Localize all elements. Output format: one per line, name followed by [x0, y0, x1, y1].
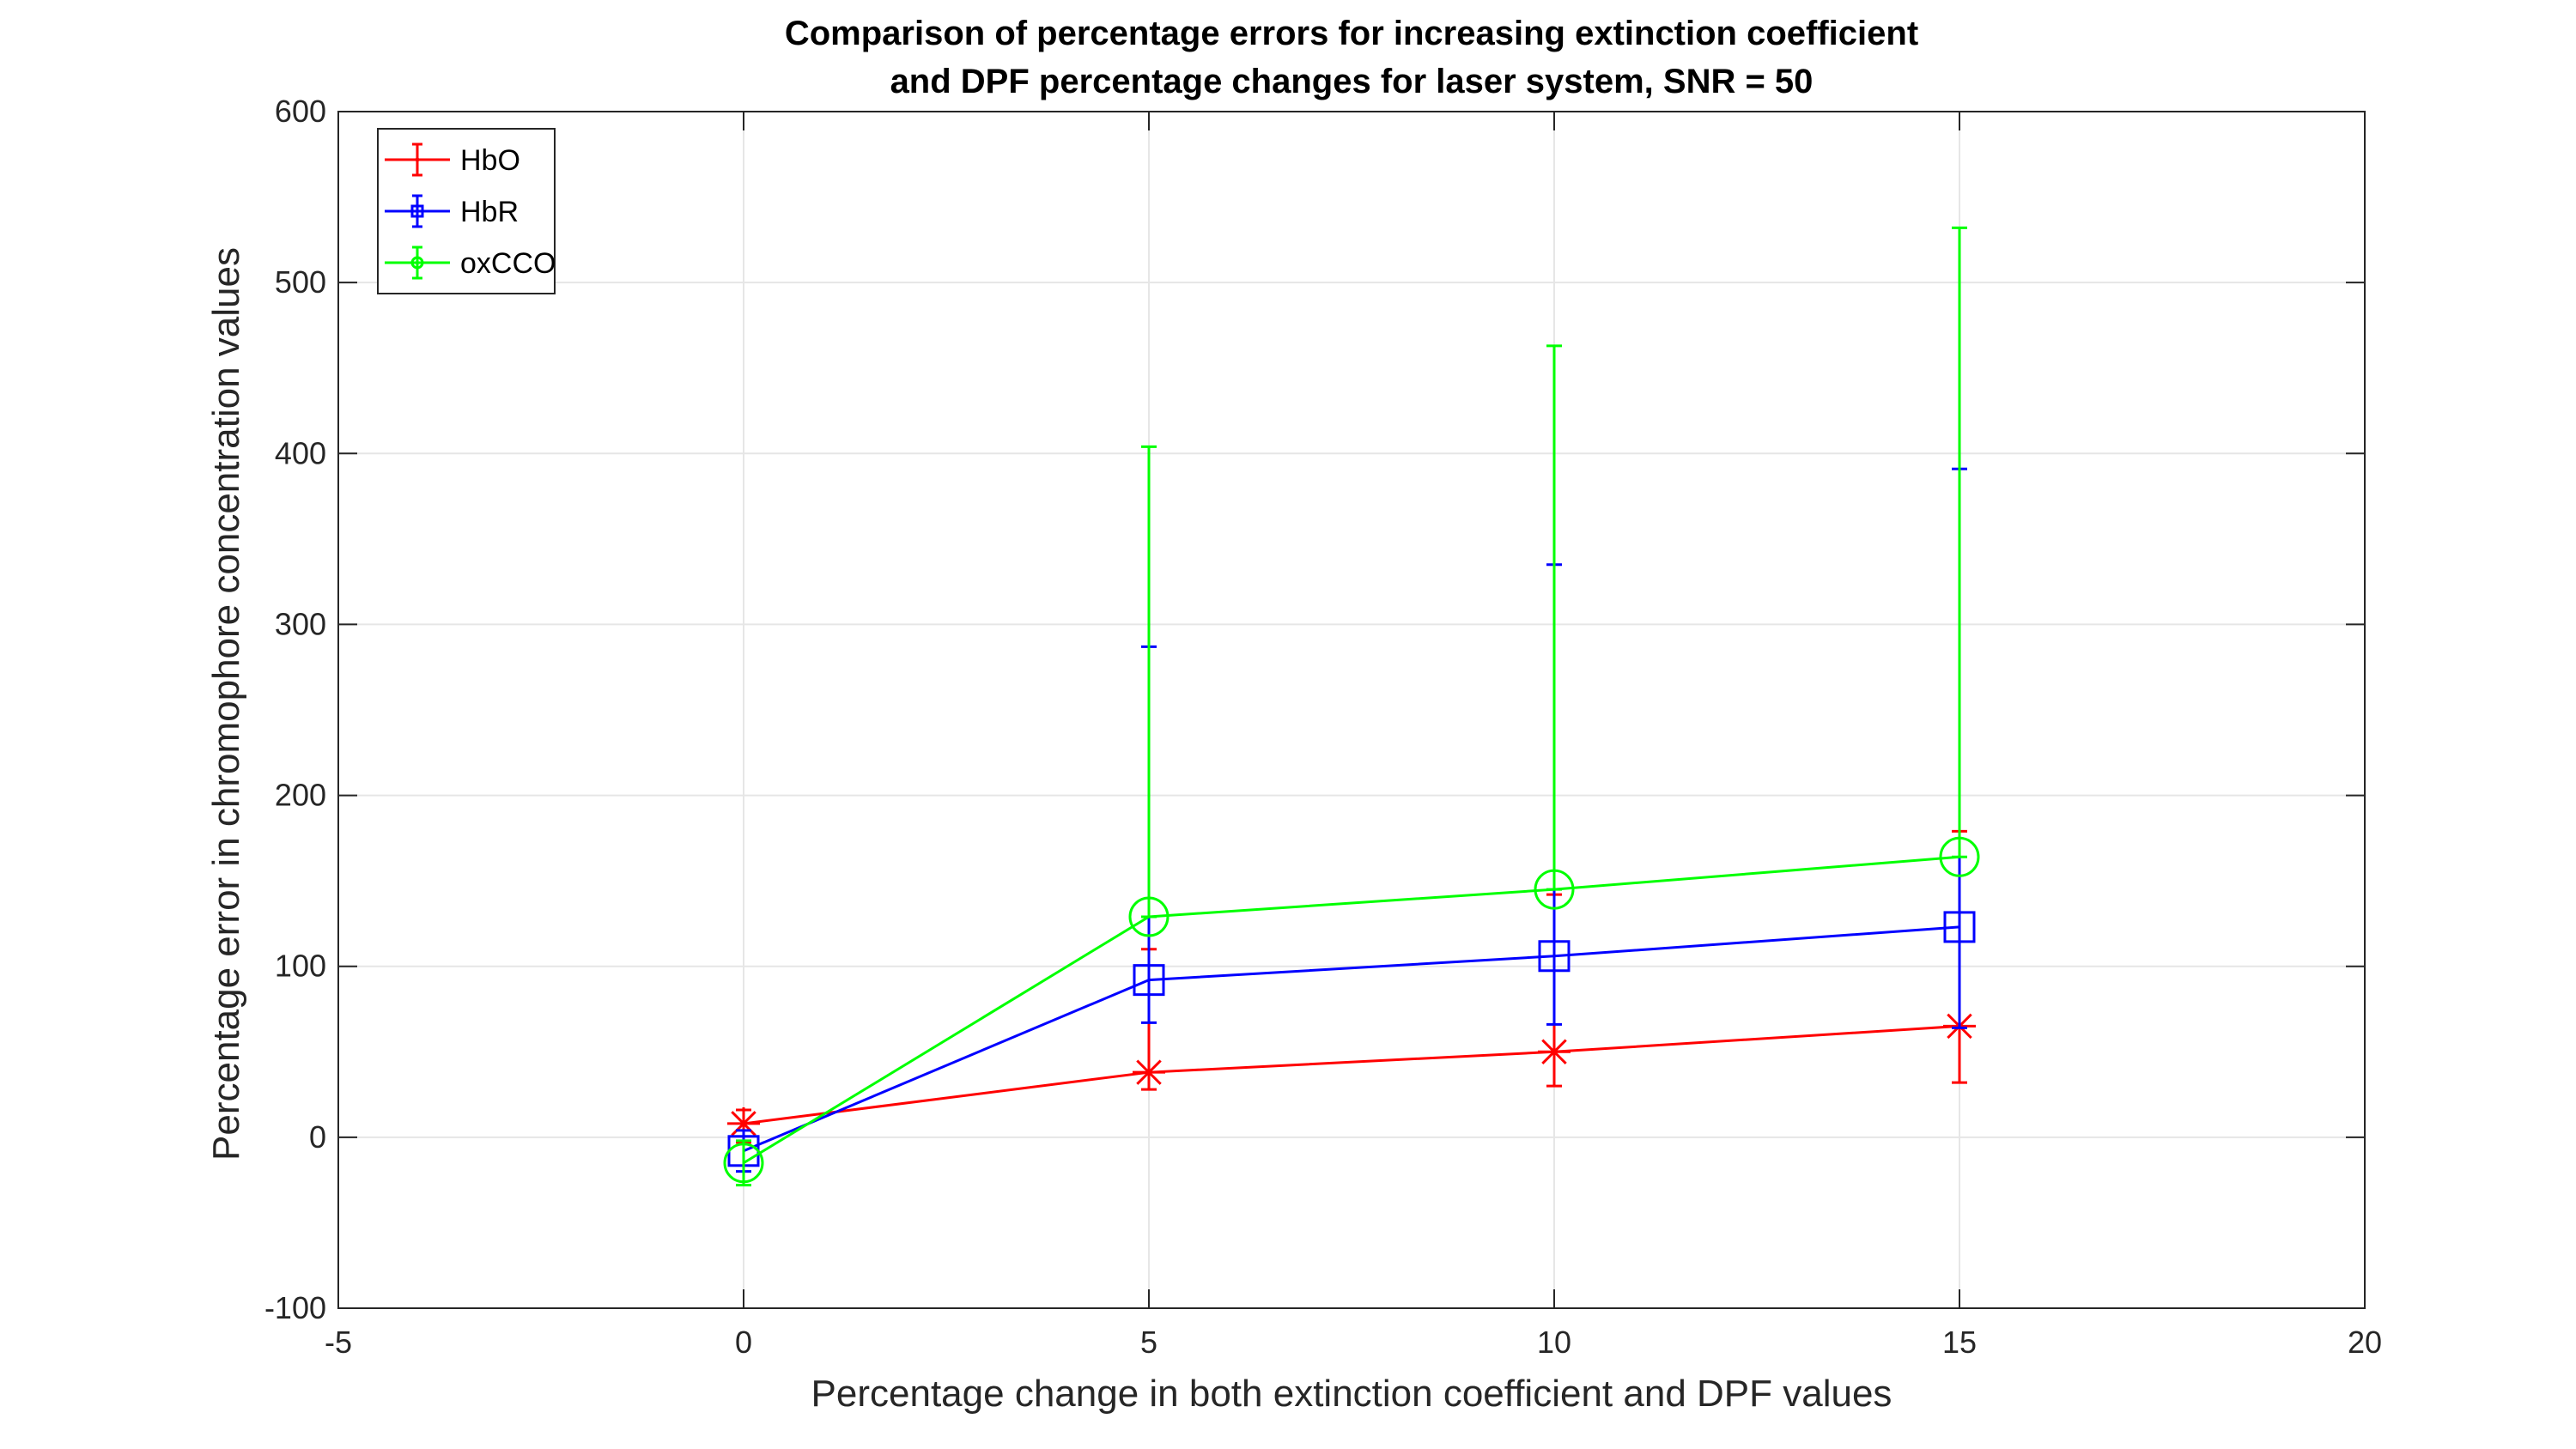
hbo-point — [1133, 1056, 1165, 1089]
hbo-point — [1538, 1035, 1571, 1069]
x-tick-label: 20 — [2348, 1325, 2382, 1360]
y-tick-label: 100 — [275, 949, 326, 984]
legend-item-hbo: HbO — [385, 142, 520, 177]
oxcco-point — [1534, 869, 1575, 910]
x-tick-label: 10 — [1537, 1325, 1571, 1360]
series-group — [723, 226, 1980, 1187]
marker-stroke — [731, 1111, 756, 1137]
hbo-line — [743, 1024, 1960, 1125]
oxcco-point — [723, 1143, 764, 1184]
legend-label: HbO — [460, 144, 520, 177]
x-tick-label: -5 — [325, 1325, 352, 1360]
hbr-line — [743, 925, 1960, 1153]
legend-item-oxcco: oxCCO — [385, 246, 556, 280]
plot-area — [337, 111, 2366, 1309]
hbr-point — [1943, 911, 1976, 943]
legend-label: HbR — [460, 196, 519, 228]
legend-marker — [410, 204, 424, 218]
legend-marker — [410, 256, 424, 270]
x-tick-label: 0 — [735, 1325, 752, 1360]
legend-marker — [415, 157, 420, 162]
y-tick-label: -100 — [264, 1290, 326, 1325]
series-oxcco — [723, 226, 1980, 1187]
oxcco-point — [1128, 896, 1170, 937]
y-tick-label: 500 — [275, 264, 326, 300]
legend-label: oxCCO — [460, 247, 556, 280]
marker-stroke — [1541, 1039, 1567, 1065]
marker-stroke — [1136, 1059, 1162, 1085]
oxcco-point — [1939, 836, 1980, 877]
x-tick-label: 15 — [1942, 1325, 1977, 1360]
y-tick-label: 400 — [275, 435, 326, 470]
hbr-point — [1538, 940, 1571, 973]
y-axis-label: Percentage error in chromophore concentr… — [205, 247, 247, 1161]
chart-title-line-1: Comparison of percentage errors for incr… — [785, 15, 1918, 52]
legend-item-hbr: HbR — [385, 194, 519, 228]
axis-ticks: -5 0 5 10 15 20 -100 0 100 200 300 400 500 600 — [264, 94, 2382, 1360]
x-tick-label: 5 — [1140, 1325, 1157, 1360]
legend: HbO HbR oxCCO — [377, 128, 556, 294]
x-axis-label: Percentage change in both extinction coe… — [811, 1373, 1893, 1415]
oxcco-line — [743, 855, 1960, 1165]
chart-title-line-2: and DPF percentage changes for laser sys… — [890, 63, 1814, 100]
hbr-point — [1133, 964, 1165, 997]
y-tick-label: 0 — [309, 1119, 326, 1155]
y-tick-label: 600 — [275, 94, 326, 129]
y-tick-label: 300 — [275, 606, 326, 641]
y-tick-label: 200 — [275, 778, 326, 813]
